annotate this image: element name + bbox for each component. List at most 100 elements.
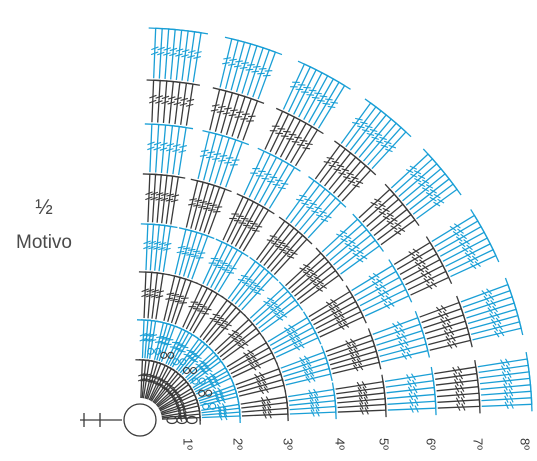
row8-stitch-2-0-bar-1 [474, 261, 481, 267]
row8-stitch-2-1-bar-0 [467, 257, 474, 264]
row4-stitch-3-1-bar-0 [273, 311, 281, 317]
row-label-6: 6º [424, 438, 439, 450]
row3-stitch-0-1-bar-0 [262, 406, 267, 414]
row2-stitch-3-0-bar-0 [201, 370, 209, 376]
row8-stitch-2-6-bar-1 [457, 228, 464, 234]
row7-stitch-0-3 [436, 379, 480, 394]
row2-stitch-1-2-bar-1 [218, 390, 225, 397]
row4-stitch-4-3-bar-0 [241, 281, 250, 285]
row7-stitch-1-3 [424, 314, 469, 335]
row-label-7: 7º [471, 438, 486, 450]
row8-stitch-2-7-bar-0 [449, 225, 457, 232]
row6-stitch-4-2-bar-1 [314, 206, 322, 210]
row2-stitch-1-1-stem [199, 392, 237, 404]
row7-stitch-2-0-bar-1 [430, 281, 437, 288]
row8-stitch-0-6-bar-0 [500, 365, 506, 373]
row6-stitch-1-4-bar-0 [394, 328, 401, 336]
row3-stitch-5-1-bar-1 [199, 305, 208, 308]
row3-stitch-7-3-bar-1 [141, 288, 149, 293]
row8-stitch-1-6-bar-0 [483, 295, 490, 303]
row7-stitch-6-2-bar-0 [234, 116, 243, 118]
row7-stitch-0-6-bar-1 [457, 366, 463, 374]
row7-stitch-0-6-bar-0 [452, 366, 458, 374]
row8-stitch-7-0-bar-0 [193, 56, 201, 59]
row4-stitch-3-1-bar-1 [277, 308, 285, 314]
row5-stitch-4-3-bar-0 [274, 245, 283, 249]
row5-stitch-7-5-top [142, 173, 157, 176]
row2-stitch-5-2-bar-0 [172, 347, 181, 350]
row3-stitch-5-3 [182, 282, 209, 328]
row6-stitch-2-5-bar-0 [368, 275, 376, 281]
row2-stitch-2-0 [196, 371, 235, 395]
row6-stitch-0-0-bar-0 [409, 405, 414, 413]
row8-stitch-6-2-bar-1 [252, 65, 261, 68]
row4-stitch-0-4-top [331, 382, 336, 397]
row5-stitch-5-1-bar-0 [247, 227, 256, 230]
row3-stitch-2-1-bar-0 [247, 360, 255, 367]
row8-stitch-3-0-bar-0 [433, 201, 441, 207]
row3-stitch-7-0-bar-0 [155, 295, 164, 299]
row8-stitch-2-2-bar-0 [464, 252, 472, 258]
row8-stitch-6-3-bar-0 [245, 68, 254, 71]
row2-stitch-5-2-stem [167, 330, 186, 366]
row8-stitch-5-2-bar-0 [317, 99, 325, 102]
row6-stitch-2-0-bar-1 [388, 300, 395, 307]
row7-stitch-1-4 [423, 308, 467, 329]
row8-stitch-2-4-bar-0 [458, 241, 466, 248]
row2-stitch-7-0-stem [149, 321, 157, 359]
row2-stitch-3-3-bar-1 [199, 360, 207, 365]
row7-stitch-7-3-bar-1 [167, 96, 176, 100]
row2-stitch-5-0-stem [171, 334, 193, 368]
row6-stitch-6-2 [214, 135, 237, 184]
row7-stitch-7-5-bar-0 [155, 100, 163, 104]
row4-stitch-7-3-bar-0 [148, 245, 156, 250]
row7-stitch-6-2 [231, 93, 252, 137]
row8-stitch-0-1-bar-1 [509, 395, 514, 403]
row2-stitch-7-3-bar-1 [139, 332, 148, 337]
row5-stitch-1-3-bar-0 [348, 349, 355, 357]
row8-stitch-1-7-bar-0 [481, 290, 488, 297]
row8-stitch-1-5-bar-0 [485, 301, 492, 308]
row8-stitch-5-1-bar-0 [322, 102, 331, 105]
row4-stitch-0-1-bar-0 [310, 404, 315, 412]
row1-stitch-7-2-stem [140, 360, 144, 399]
row5-stitch-4-3-bar-1 [278, 241, 286, 245]
row2-stitch-5-0-bar-0 [178, 350, 186, 353]
row6-stitch-0-2-bar-1 [413, 392, 419, 400]
row1-stitch-7-2 [135, 359, 150, 399]
row5-stitch-6-2-bar-1 [204, 202, 213, 205]
row6-stitch-5-2-bar-0 [267, 180, 275, 183]
row4-stitch-7-0 [162, 224, 178, 272]
row7-stitch-2-3-bar-0 [417, 267, 425, 273]
row2-stitch-6-1-bar-1 [162, 337, 171, 340]
row4-stitch-6-3-bar-0 [181, 252, 190, 255]
row3-stitch-7-3 [138, 271, 153, 319]
row7-stitch-1-4-bar-1 [444, 316, 451, 324]
row5-stitch-7-3-bar-0 [155, 197, 163, 201]
row1-stitch-0-2-bar-0 [177, 410, 183, 418]
row3-stitch-5-0-bar-0 [201, 312, 209, 315]
row5-stitch-7-2-bar-0 [160, 197, 169, 202]
row6-stitch-0-3-bar-1 [412, 386, 418, 394]
row7-stitch-4-4-bar-1 [336, 164, 345, 168]
row8-stitch-0-4-bar-0 [502, 377, 508, 385]
row4-stitch-5-0-bar-0 [226, 271, 235, 274]
row4-stitch-5-4 [202, 238, 229, 285]
row2-stitch-3-2-bar-1 [201, 362, 209, 367]
row1-chain-2 [186, 415, 198, 425]
row4-stitch-0-0-bar-1 [315, 409, 320, 417]
row8-stitch-1-5-bar-1 [490, 299, 497, 307]
row7-stitch-2-4-bar-1 [419, 259, 426, 265]
row6-stitch-4-3-bar-1 [309, 202, 317, 206]
row6-stitch-7-1-bar-0 [172, 148, 180, 153]
row2-stitch-3-3-stem [185, 351, 214, 379]
row4-stitch-2-4-bar-1 [288, 324, 296, 330]
row4-stitch-5-1-bar-1 [224, 264, 233, 267]
row4-stitch-2-2-bar-1 [293, 333, 301, 339]
row2-stitch-4-3-bar-0 [183, 353, 192, 357]
row5-stitch-5-5-top [236, 193, 250, 201]
row5-stitch-0-0-bar-0 [359, 407, 364, 415]
row7-stitch-5-1-bar-0 [297, 144, 305, 147]
row4-stitch-4-4-top [249, 256, 262, 267]
row8-stitch-2-1-bar-1 [471, 255, 479, 262]
